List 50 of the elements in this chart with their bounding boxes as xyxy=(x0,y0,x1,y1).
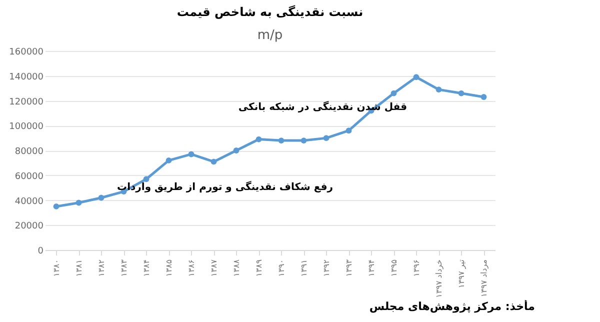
x-tick-label: ۱۳۸۶ xyxy=(186,260,196,277)
point xyxy=(98,194,104,201)
chart-subtitle: m/p xyxy=(257,28,283,43)
y-tick-label: 40000 xyxy=(14,196,44,207)
point xyxy=(480,94,487,100)
point xyxy=(233,148,240,154)
point xyxy=(278,138,284,144)
point xyxy=(346,128,352,134)
x-tick-label: ۱۳۹۶ xyxy=(412,260,421,277)
x-tick-label: ۱۳۹۳ xyxy=(344,258,354,277)
x-tick-label: مرداد ۱۳۹۷ xyxy=(479,260,488,298)
x-tick-label: ۱۳۸۵ xyxy=(164,260,174,277)
point xyxy=(143,176,150,182)
x-tick-label: ۱۳۹۴ xyxy=(366,260,376,277)
x-tick-label: ۱۳۸۴ xyxy=(142,260,151,277)
text: مأخذ: مرکز پژوهش‌های مجلس xyxy=(368,300,536,313)
x-tick-label: ۱۳۸۲ xyxy=(96,260,106,277)
y-tick-label: 80000 xyxy=(14,147,44,157)
point xyxy=(436,86,442,93)
x-tick-label: ۱۳۸۱ xyxy=(74,260,84,277)
x-tick-label: ۱۳۸۳ xyxy=(119,258,128,277)
y-tick-label: 160000 xyxy=(9,48,44,58)
chart-title: نسبت نقدینگی به شاخص قیمت xyxy=(176,5,364,19)
point xyxy=(323,135,330,142)
x-tick-label: ۱۳۹۱ xyxy=(299,260,308,277)
x-tick-label: ۱۳۸۹ xyxy=(254,260,264,277)
x-tick-label: ۱۳۹۵ xyxy=(389,260,398,277)
y-tick-label: 120000 xyxy=(9,97,44,108)
point xyxy=(166,158,172,164)
y-tick-label: 100000 xyxy=(9,122,44,132)
x-tick-label: تیر ۱۳۹۷ xyxy=(456,260,466,288)
point xyxy=(458,90,464,96)
point xyxy=(300,138,307,144)
point xyxy=(53,204,60,210)
y-tick-label: 20000 xyxy=(14,222,44,232)
point xyxy=(390,90,397,96)
x-tick-label: ۱۳۸۰ xyxy=(52,260,61,277)
y-tick-label: 140000 xyxy=(9,72,44,82)
point xyxy=(210,158,217,165)
x-tick-label: ۱۳۸۸ xyxy=(232,258,241,277)
x-tick-label: ۱۳۸۷ xyxy=(209,258,218,277)
x-tick-label: خرداد ۱۳۹۷ xyxy=(434,259,444,298)
x-tick-label: ۱۳۹۲ xyxy=(322,260,331,277)
point xyxy=(76,200,82,206)
point xyxy=(256,136,262,142)
x-tick-label: ۱۳۹۰ xyxy=(276,260,286,277)
point xyxy=(413,74,420,80)
point xyxy=(188,151,194,158)
y-tick-label: 0 xyxy=(38,246,44,256)
y-tick-label: 60000 xyxy=(14,172,44,182)
